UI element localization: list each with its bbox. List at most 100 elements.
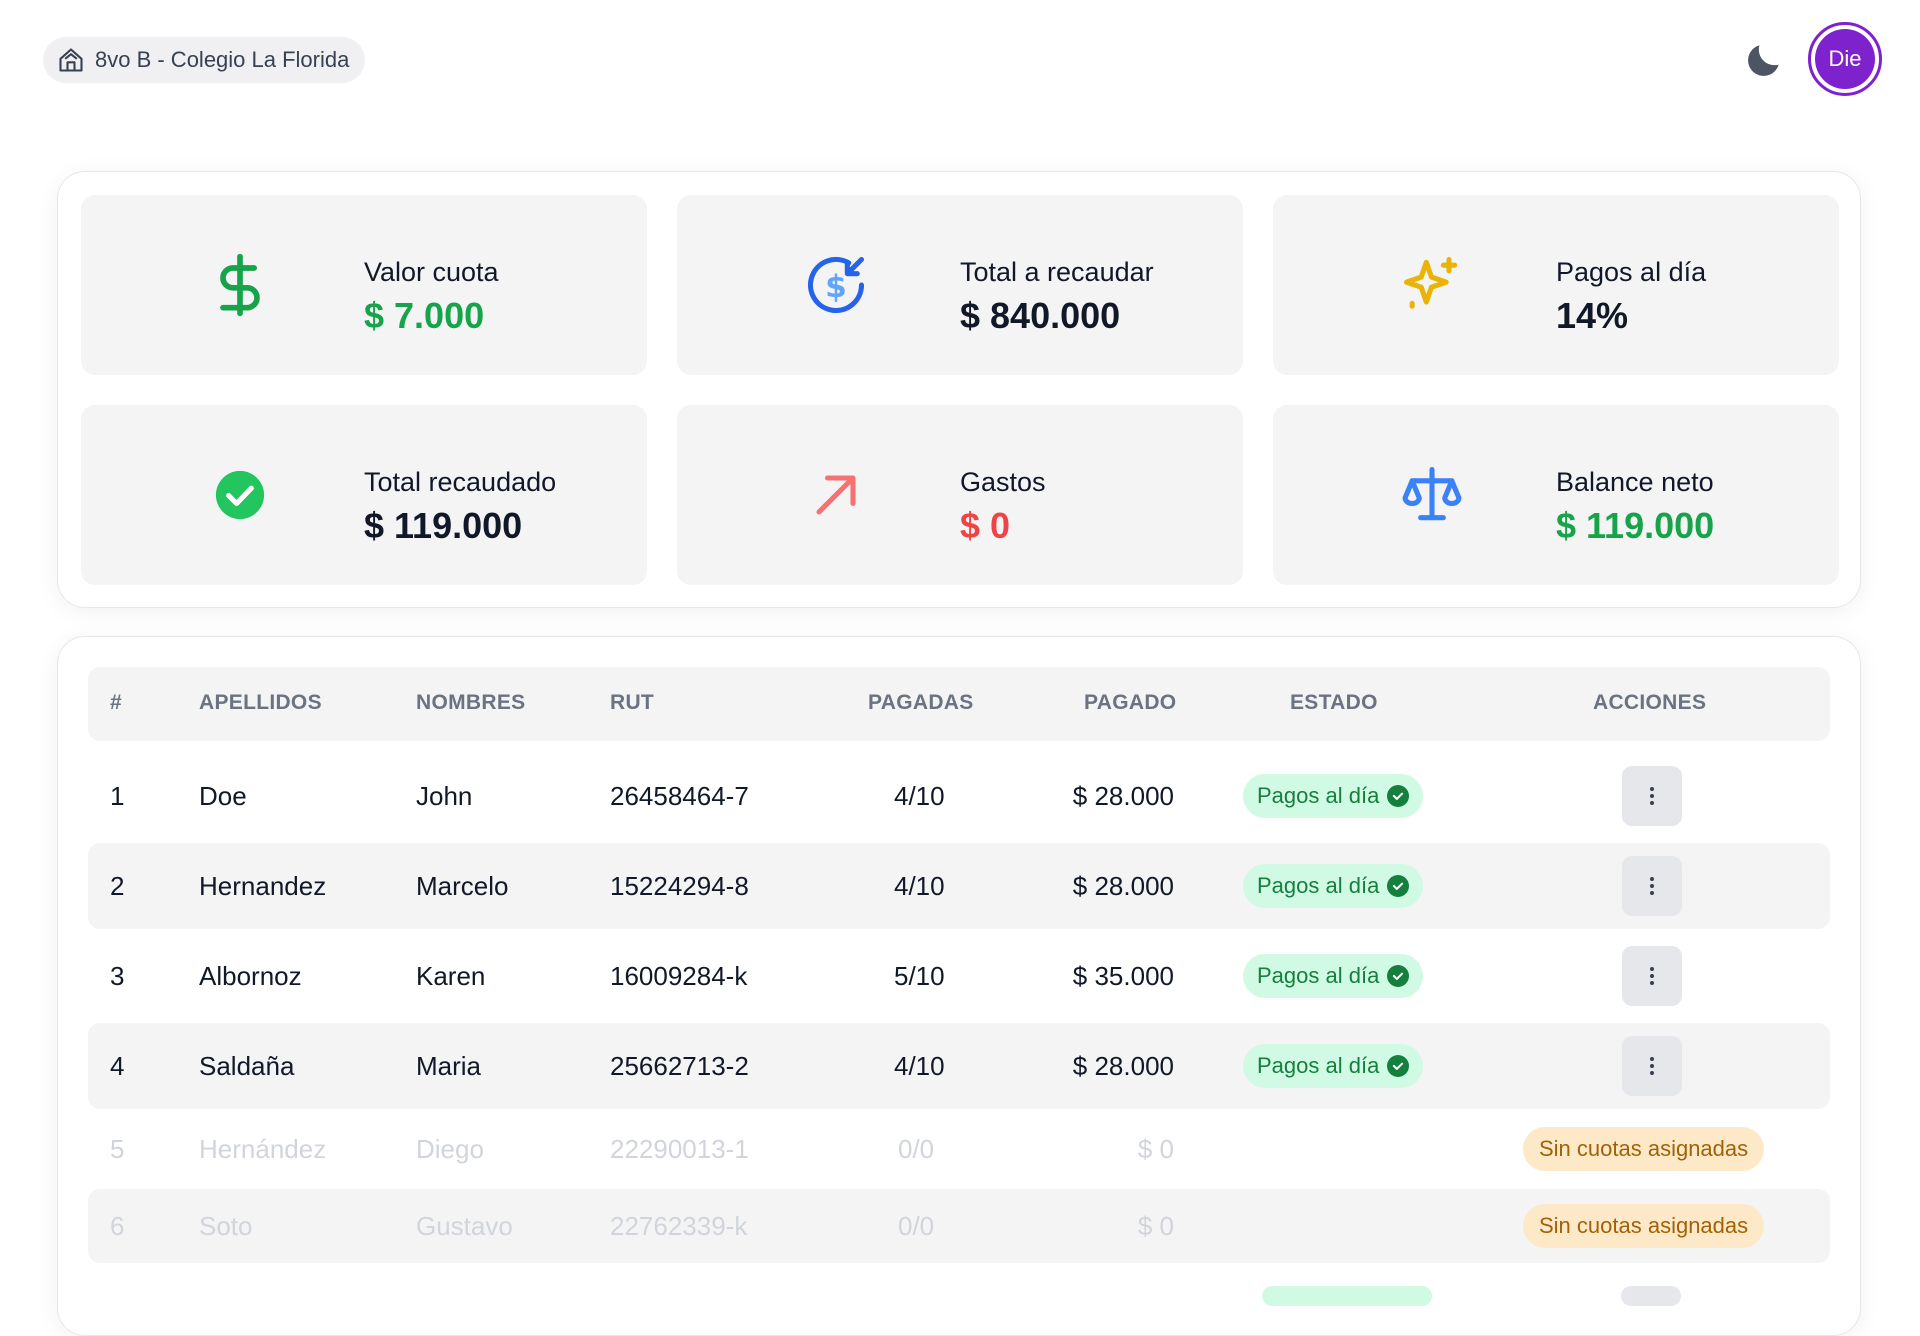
cell-num: 5 bbox=[110, 1134, 125, 1164]
table-row: 3 Albornoz Karen 16009284-k 5/10 $ 35.00… bbox=[88, 933, 1830, 1019]
more-vertical-icon bbox=[1650, 967, 1654, 985]
more-vertical-icon bbox=[1650, 877, 1654, 895]
status-badge: Pagos al día bbox=[1243, 774, 1424, 818]
cell-apellidos: Hernández bbox=[199, 1134, 327, 1164]
status-label: Pagos al día bbox=[1257, 1053, 1380, 1078]
course-selector[interactable]: 8vo B - Colegio La Florida bbox=[43, 37, 366, 83]
cell-nombres: Gustavo bbox=[416, 1211, 513, 1241]
table-row: 6 Soto Gustavo 22762339-k 0/0 $ 0 Sin cu… bbox=[88, 1189, 1830, 1263]
status-badge-partial bbox=[1262, 1286, 1432, 1306]
cell-num: 6 bbox=[110, 1211, 125, 1241]
stat-pagos-al-dia: Pagos al día 14% bbox=[1273, 195, 1839, 375]
scale-icon bbox=[1402, 466, 1462, 521]
table-row: 4 Saldaña Maria 25662713-2 4/10 $ 28.000… bbox=[88, 1023, 1830, 1109]
cell-rut: 22290013-1 bbox=[610, 1134, 749, 1164]
col-pagadas[interactable]: PAGADAS bbox=[868, 691, 974, 714]
row-actions-button[interactable] bbox=[1622, 946, 1682, 1006]
table-header: # APELLIDOS NOMBRES RUT PAGADAS PAGADO E… bbox=[88, 667, 1830, 741]
more-vertical-icon bbox=[1650, 1057, 1654, 1075]
row-actions-button[interactable] bbox=[1622, 1036, 1682, 1096]
cell-pagado: $ 35.000 bbox=[1072, 961, 1174, 991]
stat-value: $ 840.000 bbox=[960, 295, 1121, 336]
stat-total-a-recaudar: $ Total a recaudar $ 840.000 bbox=[677, 195, 1243, 375]
cell-pagadas: 0/0 bbox=[898, 1134, 935, 1164]
user-avatar[interactable]: Die bbox=[1808, 22, 1882, 96]
stat-label: Pagos al día bbox=[1556, 257, 1707, 287]
status-label: Pagos al día bbox=[1257, 783, 1380, 808]
cell-apellidos: Saldaña bbox=[199, 1051, 295, 1081]
course-name: 8vo B - Colegio La Florida bbox=[95, 47, 350, 72]
no-fees-badge: Sin cuotas asignadas bbox=[1523, 1127, 1765, 1171]
cell-rut: 16009284-k bbox=[610, 961, 748, 991]
stat-value: $ 7.000 bbox=[364, 295, 485, 336]
no-fees-badge: Sin cuotas asignadas bbox=[1523, 1204, 1765, 1248]
status-badge: Pagos al día bbox=[1243, 954, 1424, 998]
row-actions-button-partial[interactable] bbox=[1621, 1286, 1681, 1306]
top-bar: 8vo B - Colegio La Florida Die bbox=[0, 0, 1920, 120]
cell-rut: 25662713-2 bbox=[610, 1051, 749, 1081]
cell-rut: 26458464-7 bbox=[610, 781, 749, 811]
col-pagado[interactable]: PAGADO bbox=[1084, 691, 1177, 714]
table-row: 5 Hernández Diego 22290013-1 0/0 $ 0 Sin… bbox=[88, 1113, 1830, 1185]
stat-label: Gastos bbox=[960, 467, 1046, 497]
table-row: 2 Hernandez Marcelo 15224294-8 4/10 $ 28… bbox=[88, 843, 1830, 929]
check-icon bbox=[1387, 1055, 1410, 1077]
cell-num: 3 bbox=[110, 961, 125, 991]
cell-pagado: $ 28.000 bbox=[1072, 1051, 1174, 1081]
col-rut[interactable]: RUT bbox=[610, 691, 655, 714]
cell-pagadas: 4/10 bbox=[894, 871, 945, 901]
svg-text:$: $ bbox=[825, 269, 847, 305]
cell-apellidos: Hernandez bbox=[199, 871, 327, 901]
stat-gastos: Gastos $ 0 bbox=[677, 405, 1243, 585]
stat-label: Balance neto bbox=[1556, 467, 1714, 497]
stat-value: $ 119.000 bbox=[1556, 505, 1715, 546]
cell-num: 2 bbox=[110, 871, 125, 901]
cell-nombres: Maria bbox=[416, 1051, 482, 1081]
col-num: # bbox=[110, 691, 122, 714]
table-row: 1 Doe John 26458464-7 4/10 $ 28.000 Pago… bbox=[88, 753, 1830, 839]
status-badge: Pagos al día bbox=[1243, 864, 1424, 908]
avatar-initials: Die bbox=[1815, 29, 1875, 89]
cell-pagadas: 0/0 bbox=[898, 1211, 935, 1241]
row-actions-button[interactable] bbox=[1622, 856, 1682, 916]
check-icon bbox=[1387, 875, 1410, 897]
stat-valor-cuota: Valor cuota $ 7.000 bbox=[81, 195, 647, 375]
check-icon bbox=[1387, 785, 1410, 807]
sparkle-icon bbox=[1403, 256, 1458, 309]
dollar-icon bbox=[220, 253, 260, 317]
col-apellidos[interactable]: APELLIDOS bbox=[199, 691, 322, 714]
cell-pagado: $ 0 bbox=[1137, 1211, 1174, 1241]
stat-total-recaudado: Total recaudado $ 119.000 bbox=[81, 405, 647, 585]
cell-pagado: $ 0 bbox=[1137, 1134, 1174, 1164]
cell-nombres: Diego bbox=[416, 1134, 484, 1164]
cell-pagadas: 4/10 bbox=[894, 781, 945, 811]
col-nombres[interactable]: NOMBRES bbox=[416, 691, 526, 714]
money-incoming-icon: $ bbox=[807, 256, 865, 313]
cell-pagado: $ 28.000 bbox=[1072, 871, 1174, 901]
status-badge: Pagos al día bbox=[1243, 1044, 1424, 1088]
col-acciones: ACCIONES bbox=[1593, 691, 1707, 714]
check-icon bbox=[1387, 965, 1410, 987]
moon-icon[interactable] bbox=[1742, 38, 1786, 82]
cell-nombres: Marcelo bbox=[416, 871, 509, 901]
row-actions-button[interactable] bbox=[1622, 766, 1682, 826]
stat-value: 14% bbox=[1556, 295, 1629, 336]
cell-nombres: Karen bbox=[416, 961, 486, 991]
cell-rut: 22762339-k bbox=[610, 1211, 748, 1241]
stat-label: Total recaudado bbox=[364, 467, 557, 497]
cell-apellidos: Albornoz bbox=[199, 961, 302, 991]
status-label: Pagos al día bbox=[1257, 873, 1380, 898]
stat-value: $ 119.000 bbox=[364, 505, 523, 546]
cell-pagadas: 4/10 bbox=[894, 1051, 945, 1081]
cell-pagado: $ 28.000 bbox=[1072, 781, 1174, 811]
stat-label: Valor cuota bbox=[364, 257, 499, 287]
stat-balance-neto: Balance neto $ 119.000 bbox=[1273, 405, 1839, 585]
cell-num: 4 bbox=[110, 1051, 125, 1081]
cell-pagadas: 5/10 bbox=[894, 961, 945, 991]
cell-rut: 15224294-8 bbox=[610, 871, 749, 901]
status-label: Pagos al día bbox=[1257, 963, 1380, 988]
students-table: # APELLIDOS NOMBRES RUT PAGADAS PAGADO E… bbox=[57, 636, 1861, 1336]
col-estado[interactable]: ESTADO bbox=[1290, 691, 1378, 714]
house-icon bbox=[59, 48, 83, 72]
cell-num: 1 bbox=[110, 781, 125, 811]
